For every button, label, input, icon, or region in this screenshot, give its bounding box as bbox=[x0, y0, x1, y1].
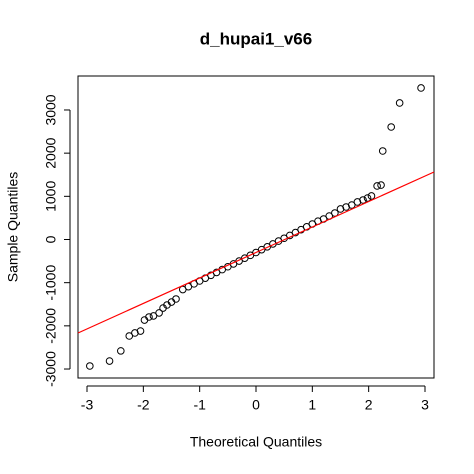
x-tick-label: 1 bbox=[308, 397, 316, 413]
y-tick-label: -3000 bbox=[43, 351, 59, 387]
y-tick-label: 1000 bbox=[43, 181, 59, 212]
point bbox=[387, 123, 395, 131]
y-tick-label: -1000 bbox=[43, 265, 59, 301]
y-axis-label: Sample Quantiles bbox=[5, 172, 21, 283]
y-tick-label: 0 bbox=[43, 235, 59, 243]
point bbox=[417, 84, 425, 92]
y-tick-label: 2000 bbox=[43, 137, 59, 168]
point bbox=[373, 182, 381, 190]
y-tick-label: -2000 bbox=[43, 308, 59, 344]
point bbox=[347, 201, 356, 209]
point bbox=[105, 357, 114, 365]
x-tick-label: -3 bbox=[81, 397, 94, 413]
point bbox=[359, 196, 367, 204]
x-tick-label: 3 bbox=[421, 397, 429, 413]
plot-frame bbox=[77, 75, 435, 379]
x-tick-label: 2 bbox=[365, 397, 373, 413]
chart-title: d_hupai1_v66 bbox=[200, 29, 312, 48]
x-tick-label: -1 bbox=[193, 397, 206, 413]
point bbox=[395, 99, 404, 107]
x-tick-label: 0 bbox=[252, 397, 260, 413]
point bbox=[117, 347, 125, 355]
point bbox=[145, 313, 153, 321]
point bbox=[149, 312, 158, 320]
point bbox=[136, 327, 145, 335]
point bbox=[86, 362, 94, 370]
reference-line bbox=[77, 171, 435, 334]
y-tick-label: 3000 bbox=[43, 94, 59, 125]
point bbox=[377, 181, 385, 189]
point bbox=[363, 194, 372, 202]
point bbox=[172, 295, 180, 303]
point bbox=[155, 309, 163, 317]
point bbox=[378, 147, 387, 155]
x-tick-label: -2 bbox=[137, 397, 150, 413]
x-axis-label: Theoretical Quantiles bbox=[190, 434, 322, 450]
point bbox=[125, 332, 134, 340]
point bbox=[367, 192, 376, 200]
